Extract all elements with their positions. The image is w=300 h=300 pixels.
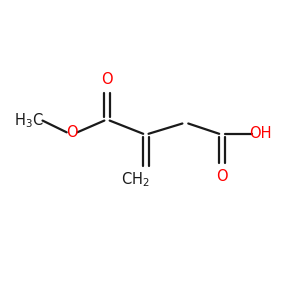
Text: OH: OH: [249, 126, 272, 141]
Text: O: O: [216, 169, 228, 184]
Text: O: O: [101, 72, 113, 87]
Text: O: O: [66, 125, 78, 140]
Text: CH$_2$: CH$_2$: [121, 170, 150, 189]
Text: H$_3$C: H$_3$C: [14, 111, 44, 130]
